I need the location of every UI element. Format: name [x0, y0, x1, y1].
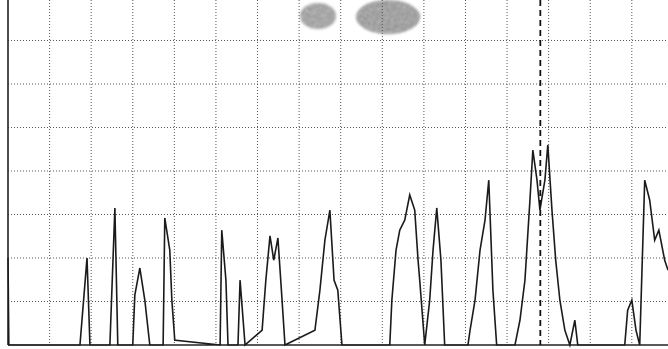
ink-smudges: [300, 0, 420, 34]
signal-trace: [8, 145, 668, 345]
chart: [0, 0, 668, 349]
